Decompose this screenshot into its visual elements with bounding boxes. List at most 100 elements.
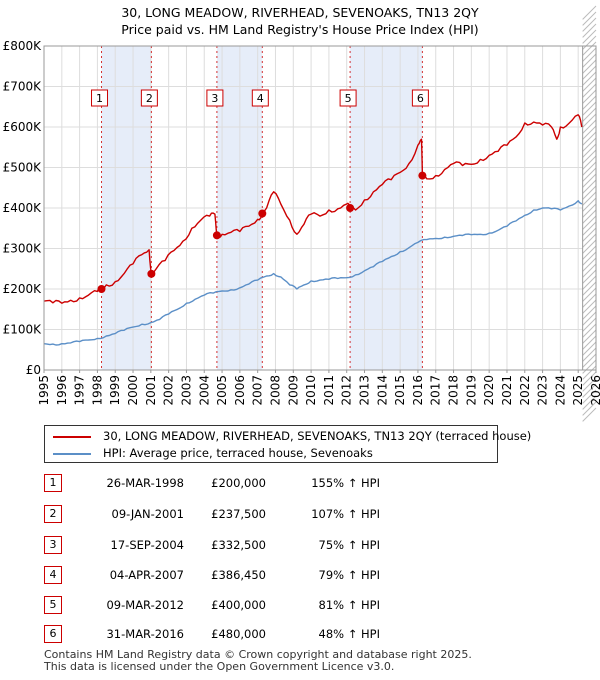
hatch-stroke bbox=[582, 95, 597, 110]
hatch-stroke bbox=[582, 383, 597, 398]
sale-date: 31-MAR-2016 bbox=[106, 627, 184, 641]
hatch-stroke bbox=[582, 221, 597, 236]
x-tick-label: 1999 bbox=[108, 375, 122, 406]
hatch-stroke bbox=[582, 257, 597, 272]
x-tick-label: 2013 bbox=[358, 375, 372, 406]
y-tick-label: £500K bbox=[3, 161, 43, 175]
y-tick-label: £400K bbox=[3, 201, 43, 215]
hatch-stroke bbox=[582, 11, 597, 26]
hatch-stroke bbox=[582, 155, 597, 170]
x-tick-label: 2011 bbox=[322, 375, 336, 406]
legend-swatch-hpi bbox=[53, 452, 91, 455]
hatch-stroke bbox=[582, 299, 597, 314]
hatch-stroke bbox=[582, 389, 597, 404]
hatch-stroke bbox=[582, 65, 597, 80]
sale-marker-label: 2 bbox=[146, 92, 153, 105]
sale-hpi-change: 81% ↑ HPI bbox=[318, 598, 380, 612]
y-tick-label: £600K bbox=[3, 120, 43, 134]
hatch-stroke bbox=[582, 137, 597, 152]
hatch-stroke bbox=[582, 191, 597, 206]
sale-marker-box bbox=[91, 89, 109, 107]
hatch-stroke bbox=[582, 353, 597, 368]
hatch-stroke bbox=[582, 335, 597, 350]
x-tick-label: 2018 bbox=[447, 375, 461, 406]
sale-point bbox=[212, 231, 221, 240]
x-tick-label: 2023 bbox=[536, 375, 550, 406]
sale-marker-box bbox=[206, 89, 224, 107]
hatch-stroke bbox=[582, 35, 597, 50]
sale-markers: 1 2 3 4 5 6 bbox=[91, 89, 429, 107]
sale-number: 5 bbox=[44, 596, 62, 614]
x-tick-label: 2012 bbox=[340, 375, 354, 406]
y-tick-label: £300K bbox=[3, 242, 43, 256]
x-tick-label: 2020 bbox=[482, 375, 496, 406]
legend: 30, LONG MEADOW, RIVERHEAD, SEVENOAKS, T… bbox=[44, 425, 531, 463]
y-tick-label: £0 bbox=[26, 363, 41, 377]
y-tick-label: £100K bbox=[3, 323, 43, 337]
sale-marker-box bbox=[251, 89, 269, 107]
x-tick-label: 1996 bbox=[55, 375, 69, 406]
legend-label-hpi: HPI: Average price, terraced house, Seve… bbox=[103, 446, 373, 460]
hatch-stroke bbox=[582, 359, 597, 374]
hatch-stroke bbox=[582, 407, 597, 422]
x-tick-label: 2005 bbox=[215, 375, 229, 406]
hatch-stroke bbox=[582, 173, 597, 188]
sale-point bbox=[258, 209, 267, 218]
x-tick-label: 1995 bbox=[37, 375, 51, 406]
hatch-stroke bbox=[582, 365, 597, 380]
sale-price: £480,000 bbox=[211, 627, 266, 641]
x-tick-label: 2015 bbox=[393, 375, 407, 406]
sale-points bbox=[97, 171, 427, 293]
hatch-stroke bbox=[582, 281, 597, 296]
x-tick-label: 2004 bbox=[197, 375, 211, 406]
x-tick-label: 2006 bbox=[233, 375, 247, 406]
axes: £0 £100K £200K £300K £400K £500K £600K £700K £80… bbox=[3, 39, 600, 406]
hatch-stroke bbox=[582, 395, 597, 410]
x-tick-label: 1997 bbox=[73, 375, 87, 406]
hatch-stroke bbox=[582, 305, 597, 320]
x-tick-label: 2001 bbox=[144, 375, 158, 406]
footer-licence: This data is licensed under the Open Gov… bbox=[44, 660, 395, 673]
hatch-stroke bbox=[582, 227, 597, 242]
hatch-stroke bbox=[582, 125, 597, 140]
legend-item-property: 30, LONG MEADOW, RIVERHEAD, SEVENOAKS, T… bbox=[53, 428, 531, 444]
sale-marker-label: 1 bbox=[96, 92, 103, 105]
x-tick-label: 2024 bbox=[553, 375, 567, 406]
hatch-stroke bbox=[582, 185, 597, 200]
sale-marker-box bbox=[411, 89, 429, 107]
sale-date: 09-MAR-2012 bbox=[106, 598, 184, 612]
sale-number: 4 bbox=[44, 566, 62, 584]
plot-frame bbox=[43, 45, 597, 371]
sale-number: 3 bbox=[44, 536, 62, 554]
x-tick-label: 2022 bbox=[518, 375, 532, 406]
sale-date: 26-MAR-1998 bbox=[106, 476, 184, 490]
hatch-stroke bbox=[582, 47, 597, 62]
hatch-stroke bbox=[582, 293, 597, 308]
x-tick-label: 2000 bbox=[126, 375, 140, 406]
x-tick-label: 2026 bbox=[589, 375, 600, 406]
hatch-stroke bbox=[582, 215, 597, 230]
hpi-line bbox=[43, 200, 583, 346]
hatch-stroke bbox=[582, 179, 597, 194]
sale-price: £200,000 bbox=[211, 476, 266, 490]
sale-marker-box bbox=[140, 89, 158, 107]
sale-price: £237,500 bbox=[211, 507, 266, 521]
hatch-stroke bbox=[582, 317, 597, 332]
x-tick-label: 2025 bbox=[571, 375, 585, 406]
sale-date: 17-SEP-2004 bbox=[110, 538, 184, 552]
sale-marker-box bbox=[339, 89, 357, 107]
hatch-stroke bbox=[582, 203, 597, 218]
sale-date: 04-APR-2007 bbox=[109, 568, 184, 582]
hatch-stroke bbox=[582, 329, 597, 344]
hatch-stroke bbox=[582, 341, 597, 356]
hatch-stroke bbox=[582, 77, 597, 92]
hatch-stroke bbox=[582, 5, 597, 20]
sale-point bbox=[147, 269, 156, 278]
hatch-stroke bbox=[582, 41, 597, 56]
hatch-stroke bbox=[582, 23, 597, 38]
legend-label-property: 30, LONG MEADOW, RIVERHEAD, SEVENOAKS, T… bbox=[103, 429, 532, 443]
x-tick-label: 2008 bbox=[268, 375, 282, 406]
sale-price: £386,450 bbox=[211, 568, 266, 582]
hatch-stroke bbox=[582, 71, 597, 86]
